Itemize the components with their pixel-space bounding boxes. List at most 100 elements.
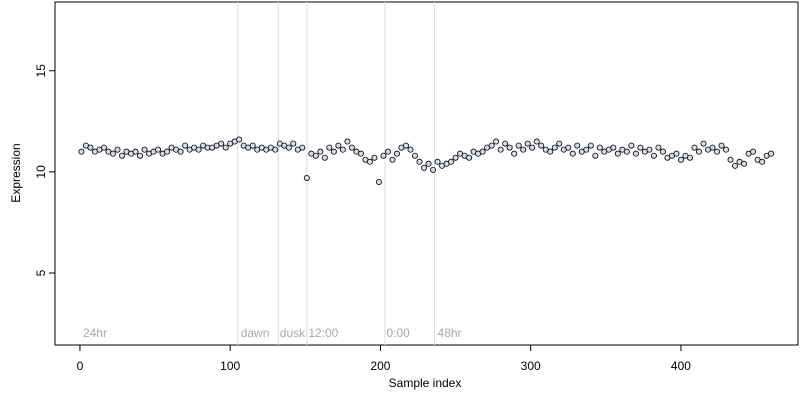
point	[317, 148, 324, 155]
point	[574, 142, 581, 149]
x-tick-label: 200	[370, 359, 390, 373]
point	[335, 142, 342, 149]
point	[384, 148, 391, 155]
point	[759, 158, 766, 165]
point	[556, 140, 563, 147]
point	[655, 144, 662, 151]
point	[596, 144, 603, 151]
point	[686, 154, 693, 161]
point	[109, 150, 116, 157]
point	[673, 150, 680, 157]
point	[691, 144, 698, 151]
point	[479, 148, 486, 155]
point	[326, 144, 333, 151]
x-tick-label: 300	[521, 359, 541, 373]
point	[718, 142, 725, 149]
point	[632, 150, 639, 157]
point	[515, 142, 522, 149]
point	[677, 156, 684, 163]
y-tick-label: 15	[34, 64, 48, 78]
point	[583, 146, 590, 153]
point	[389, 156, 396, 163]
point	[218, 140, 225, 147]
y-axis-label: Expression	[9, 143, 23, 202]
point	[416, 158, 423, 165]
point	[497, 146, 504, 153]
x-axis-label: Sample index	[389, 376, 462, 390]
point	[565, 144, 572, 151]
point	[312, 152, 319, 159]
point	[366, 158, 373, 165]
point	[700, 140, 707, 147]
point	[533, 138, 540, 145]
point	[727, 156, 734, 163]
point	[177, 148, 184, 155]
point	[732, 162, 739, 169]
point	[623, 148, 630, 155]
point	[741, 160, 748, 167]
point	[466, 154, 473, 161]
point	[650, 152, 657, 159]
point	[412, 152, 419, 159]
point	[164, 148, 171, 155]
y-tick-label: 10	[34, 165, 48, 179]
point	[592, 152, 599, 159]
point	[551, 144, 558, 151]
point	[348, 144, 355, 151]
point	[488, 142, 495, 149]
point	[393, 150, 400, 157]
point	[434, 158, 441, 165]
point	[402, 142, 409, 149]
plot-frame	[54, 1, 799, 346]
point	[538, 142, 545, 149]
point	[750, 148, 757, 155]
point	[236, 136, 243, 143]
point	[100, 144, 107, 151]
x-tick-label: 100	[220, 359, 240, 373]
annotation: 24hr	[83, 326, 107, 340]
point	[768, 150, 775, 157]
point	[114, 146, 121, 153]
point	[587, 142, 594, 149]
point	[448, 158, 455, 165]
point	[520, 146, 527, 153]
point	[285, 144, 292, 151]
point	[303, 174, 310, 181]
point	[646, 146, 653, 153]
point	[610, 144, 617, 151]
point	[339, 146, 346, 153]
annotation: dawn	[241, 326, 270, 340]
point	[511, 150, 518, 157]
point	[321, 154, 328, 161]
point	[614, 150, 621, 157]
point	[380, 152, 387, 159]
point	[502, 140, 509, 147]
point	[723, 146, 730, 153]
x-tick-label: 400	[671, 359, 691, 373]
point	[659, 148, 666, 155]
point	[425, 160, 432, 167]
point	[714, 148, 721, 155]
point	[709, 144, 716, 151]
point	[529, 144, 536, 151]
annotation: dusk	[280, 326, 306, 340]
point	[132, 148, 139, 155]
point	[299, 144, 306, 151]
point	[222, 144, 229, 151]
point	[137, 152, 144, 159]
point	[182, 142, 189, 149]
point	[407, 146, 414, 153]
point	[119, 152, 126, 159]
point	[195, 146, 202, 153]
point	[141, 146, 148, 153]
point	[375, 178, 382, 185]
annotation: 0:00	[386, 326, 410, 340]
annotation: 12:00	[308, 326, 338, 340]
point	[330, 148, 337, 155]
point	[493, 138, 500, 145]
point	[344, 138, 351, 145]
point	[430, 166, 437, 173]
point	[155, 146, 162, 153]
point	[371, 154, 378, 161]
